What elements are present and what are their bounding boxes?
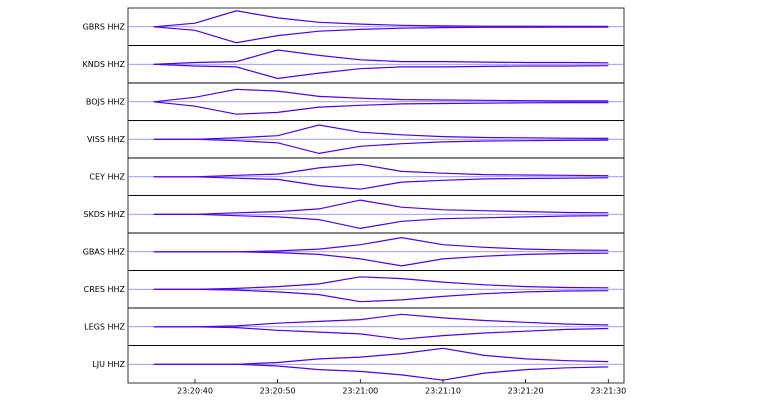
x-tick-label: 23:20:50 <box>260 387 296 396</box>
station-label: GBAS HHZ <box>83 247 126 256</box>
x-tick-label: 23:20:40 <box>177 387 213 396</box>
envelope-upper <box>153 313 609 328</box>
envelope-lower <box>153 326 609 340</box>
station-label: BOJS HHZ <box>86 97 126 106</box>
envelope-upper <box>153 347 609 365</box>
station-label: GBRS HHZ <box>83 22 126 31</box>
envelope-lower <box>153 363 609 381</box>
x-tick-label: 23:21:00 <box>342 387 378 396</box>
station-label: VISS HHZ <box>87 135 126 144</box>
envelope-upper <box>153 124 609 140</box>
x-tick-label: 23:21:20 <box>508 387 544 396</box>
envelope-lower <box>153 138 609 155</box>
x-tick-label: 23:21:30 <box>590 387 626 396</box>
envelope-upper <box>153 10 609 28</box>
envelope-upper <box>153 276 609 290</box>
x-tick-label: 23:21:10 <box>425 387 461 396</box>
envelope-lower <box>153 213 609 230</box>
envelope-upper <box>153 88 609 103</box>
envelope-lower <box>153 63 609 80</box>
envelope-lower <box>153 251 609 267</box>
station-label: CRES HHZ <box>84 285 126 294</box>
station-label: KNDS HHZ <box>82 60 125 69</box>
envelope-lower <box>153 176 609 190</box>
envelope-upper <box>153 236 609 253</box>
envelope-upper <box>153 199 609 215</box>
envelope-lower <box>153 288 609 303</box>
station-label: LEGS HHZ <box>84 322 125 331</box>
station-label: SKDS HHZ <box>83 210 125 219</box>
station-label: CEY HHZ <box>89 172 125 181</box>
envelope-lower <box>153 101 609 115</box>
envelope-upper <box>153 163 609 178</box>
envelope-lower <box>153 26 609 44</box>
station-label: LJU HHZ <box>92 360 125 369</box>
envelope-upper <box>153 49 609 65</box>
